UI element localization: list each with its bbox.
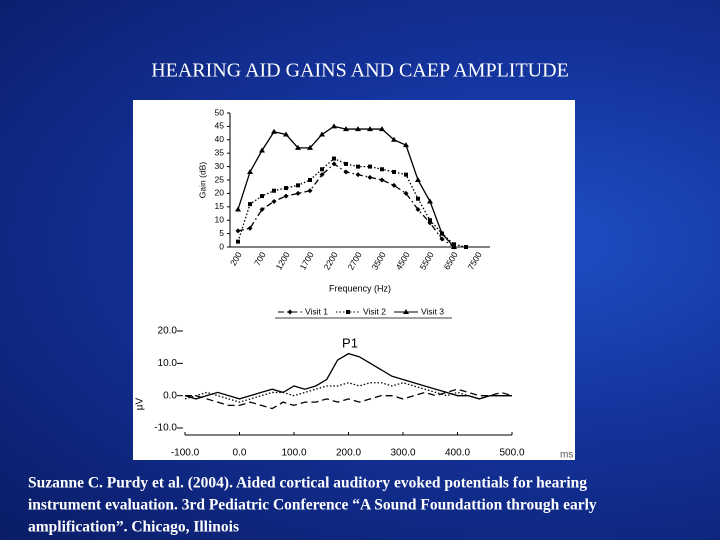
y-tick-label: 0.0	[163, 390, 177, 401]
marker	[343, 126, 349, 132]
legend-marker	[403, 309, 409, 314]
y-tick-label: -10.0	[154, 423, 177, 434]
marker	[415, 177, 421, 182]
legend-label: Visit 3	[421, 306, 444, 316]
marker	[296, 183, 300, 188]
x-tick-label: 500.0	[499, 448, 524, 459]
marker	[428, 218, 432, 223]
marker	[392, 169, 396, 174]
series-line	[184, 352, 512, 400]
legend-marker	[287, 309, 293, 315]
series-line	[184, 382, 512, 403]
marker	[248, 202, 252, 207]
marker	[379, 177, 385, 183]
x-tick-label: -100.0	[171, 448, 200, 459]
x-tick-label: 100.0	[281, 448, 306, 459]
marker	[391, 182, 397, 188]
marker	[416, 196, 420, 201]
marker	[355, 126, 361, 132]
x-tick-label: 200.0	[336, 448, 361, 459]
marker	[284, 186, 288, 191]
marker	[332, 156, 336, 161]
y-tick-label: 20	[215, 188, 225, 198]
y-axis-label: Gain (dB)	[197, 162, 207, 199]
marker	[404, 172, 408, 177]
marker	[272, 188, 276, 193]
marker	[415, 206, 421, 212]
y-tick-label: 40	[215, 134, 225, 144]
marker	[343, 169, 349, 175]
marker	[344, 161, 348, 166]
figure-panel	[133, 100, 575, 460]
marker	[271, 198, 277, 204]
y-tick-label: 25	[215, 174, 225, 184]
marker	[320, 167, 324, 172]
caption-line: Suzanne C. Purdy et al. (2004). Aided co…	[28, 475, 587, 492]
legend-label: Visit 2	[363, 306, 386, 316]
marker	[403, 142, 409, 148]
marker	[236, 239, 240, 244]
marker	[259, 206, 265, 212]
marker	[319, 131, 325, 137]
y-axis-label: µV	[135, 397, 146, 410]
legend-label: Visit 1	[305, 306, 328, 316]
y-tick-label: 35	[215, 147, 225, 157]
x-axis-label: ms	[560, 450, 573, 461]
y-tick-label: 10.0	[158, 358, 178, 369]
marker	[380, 167, 384, 172]
marker	[464, 245, 468, 249]
marker	[355, 172, 361, 178]
marker	[331, 123, 337, 129]
marker	[308, 178, 312, 182]
marker	[367, 126, 373, 132]
y-tick-label: 15	[215, 201, 225, 211]
marker	[427, 198, 433, 204]
caption-line: instrument evaluation. 3rd Pediatric Con…	[28, 497, 597, 514]
marker	[247, 225, 253, 231]
marker	[235, 206, 241, 212]
marker	[319, 172, 325, 178]
y-tick-label: 5	[219, 228, 224, 238]
x-tick-label: 300.0	[390, 448, 415, 459]
marker	[283, 193, 289, 199]
y-tick-label: 45	[215, 121, 225, 131]
y-tick-label: 0	[219, 241, 224, 251]
x-axis-label: Frequency (Hz)	[329, 283, 391, 293]
marker	[439, 236, 445, 242]
marker	[295, 190, 301, 196]
x-tick-label: 0.0	[233, 448, 247, 459]
marker	[259, 147, 265, 153]
marker	[271, 128, 277, 134]
legend-marker	[346, 310, 350, 314]
marker	[439, 230, 445, 236]
marker	[331, 161, 337, 167]
x-tick-label: 400.0	[445, 448, 470, 459]
marker	[283, 131, 289, 137]
y-tick-label: 50	[215, 107, 225, 117]
series-line	[185, 388, 513, 410]
annotation: P1	[342, 335, 358, 350]
marker	[307, 144, 313, 150]
marker	[295, 144, 301, 150]
marker	[391, 136, 397, 142]
y-tick-label: 10	[215, 214, 225, 224]
y-tick-label: 20.0	[158, 326, 178, 337]
marker	[247, 168, 253, 174]
slide-title: HEARING AID GAINS AND CAEP AMPLITUDE	[151, 60, 569, 82]
marker	[235, 228, 241, 234]
marker	[260, 194, 264, 199]
marker	[356, 164, 360, 169]
y-tick-label: 30	[215, 161, 225, 171]
marker	[403, 190, 409, 196]
marker	[379, 126, 385, 132]
marker	[307, 188, 313, 194]
marker	[367, 174, 373, 180]
marker	[451, 244, 457, 249]
marker	[368, 164, 372, 169]
caption-line: amplification”. Chicago, Illinois	[28, 519, 239, 536]
